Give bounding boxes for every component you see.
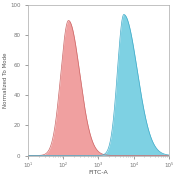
Y-axis label: Normalized To Mode: Normalized To Mode [4, 53, 8, 108]
X-axis label: FITC-A: FITC-A [88, 169, 108, 174]
